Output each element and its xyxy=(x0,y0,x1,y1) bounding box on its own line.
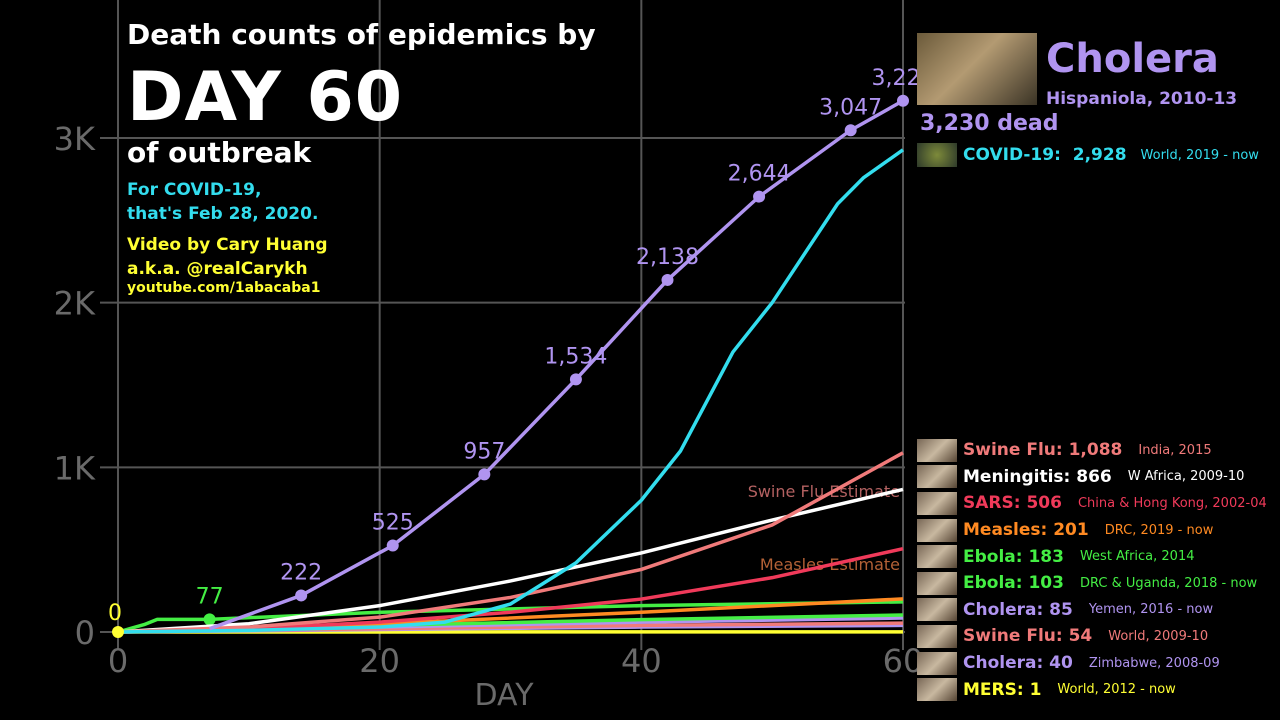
start-label: 0 xyxy=(108,601,122,626)
legend-name: Cholera: 40 xyxy=(963,653,1073,674)
legend-place: Zimbabwe, 2008-09 xyxy=(1088,655,1220,671)
legend-item: Swine Flu: 1,088 India, 2015 xyxy=(917,437,1267,464)
covid-note-line-2: that's Feb 28, 2020. xyxy=(127,204,319,224)
outbreak-label: of outbreak xyxy=(127,136,312,169)
series-line xyxy=(117,451,904,634)
legend-place: DRC & Uganda, 2018 - now xyxy=(1079,575,1258,591)
y-tick-label: 0 xyxy=(75,614,95,652)
credit-line-1: Video by Cary Huang xyxy=(127,235,328,255)
data-label: 957 xyxy=(463,439,505,464)
legend-place: World, 2012 - now xyxy=(1057,682,1176,698)
start-point xyxy=(112,626,124,638)
data-label: 77 xyxy=(196,584,224,609)
covid-legend-value: 2,928 xyxy=(1072,145,1127,165)
data-point xyxy=(753,190,766,203)
legend-thumbnail xyxy=(917,651,957,675)
legend-name: MERS: 1 xyxy=(963,679,1042,700)
series-line xyxy=(117,487,904,634)
data-label: 1,534 xyxy=(544,344,607,369)
data-label: 3,047 xyxy=(819,95,882,120)
legend-name: SARS: 506 xyxy=(963,493,1062,514)
data-label: 222 xyxy=(280,560,322,585)
legend-place: Yemen, 2016 - now xyxy=(1088,602,1214,618)
legend-place: W Africa, 2009-10 xyxy=(1127,469,1245,485)
featured-photo xyxy=(917,33,1037,105)
data-point xyxy=(386,539,399,552)
x-tick-label: 0 xyxy=(108,642,128,680)
series-line xyxy=(117,148,905,634)
legend-item: SARS: 506 China & Hong Kong, 2002-04 xyxy=(917,490,1267,517)
legend-name: Swine Flu: 54 xyxy=(963,626,1093,647)
x-tick-label: 40 xyxy=(621,642,662,680)
legend-name: Ebola: 103 xyxy=(963,573,1064,594)
data-point xyxy=(569,373,582,386)
data-point xyxy=(661,273,674,286)
credit-line-2: a.k.a. @realCarykh xyxy=(127,259,308,279)
legend-thumbnail xyxy=(917,624,957,648)
legend-place: China & Hong Kong, 2002-04 xyxy=(1077,495,1267,511)
covid-legend-row: COVID-19: 2,928 World, 2019 - now xyxy=(917,143,1259,167)
data-point xyxy=(203,613,216,626)
legend-name: Ebola: 183 xyxy=(963,546,1064,567)
legend-thumbnail xyxy=(917,491,957,515)
legend-item: Meningitis: 866 W Africa, 2009-10 xyxy=(917,464,1267,491)
covid-note-line-1: For COVID-19, xyxy=(127,180,262,200)
legend-item: Ebola: 103 DRC & Uganda, 2018 - now xyxy=(917,570,1267,597)
legend-thumbnail xyxy=(917,571,957,595)
legend-item: MERS: 1 World, 2012 - now xyxy=(917,676,1267,703)
legend-item: Cholera: 85 Yemen, 2016 - now xyxy=(917,597,1267,624)
legend-item: Swine Flu: 54 World, 2009-10 xyxy=(917,623,1267,650)
legend: Swine Flu: 1,088 India, 2015 Meningitis: 8… xyxy=(917,437,1267,703)
legend-name: Swine Flu: 1,088 xyxy=(963,440,1123,461)
featured-dead-count: 3,230 dead xyxy=(920,111,1059,136)
legend-thumbnail xyxy=(917,598,957,622)
x-tick-label: 60 xyxy=(883,642,924,680)
data-point xyxy=(844,124,857,137)
covid-note: For COVID-19, that's Feb 28, 2020. xyxy=(127,178,318,226)
x-tick-label: 20 xyxy=(359,642,400,680)
legend-thumbnail xyxy=(917,465,957,489)
credit: Video by Cary Huang a.k.a. @realCarykh xyxy=(127,233,328,281)
legend-thumbnail xyxy=(917,518,957,542)
legend-thumbnail xyxy=(917,678,957,702)
legend-name: Measles: 201 xyxy=(963,520,1089,541)
y-tick-label: 1K xyxy=(54,449,96,487)
covid-legend-place: World, 2019 - now xyxy=(1140,147,1259,163)
credit-url: youtube.com/1abacaba1 xyxy=(127,280,321,296)
legend-item: Ebola: 183 West Africa, 2014 xyxy=(917,543,1267,570)
legend-thumbnail xyxy=(917,438,957,462)
data-label: 525 xyxy=(372,511,414,536)
covid-legend-name: COVID-19: 2,928 xyxy=(963,145,1127,165)
chart-subtitle: Death counts of epidemics by xyxy=(127,18,596,51)
data-point xyxy=(897,94,909,107)
legend-item: Cholera: 40 Zimbabwe, 2008-09 xyxy=(917,650,1267,677)
legend-place: World, 2009-10 xyxy=(1108,628,1209,644)
legend-name: Meningitis: 866 xyxy=(963,466,1112,487)
legend-place: DRC, 2019 - now xyxy=(1104,522,1214,538)
legend-name: Cholera: 85 xyxy=(963,599,1073,620)
virus-icon xyxy=(917,143,957,167)
featured-place: Hispaniola, 2010-13 xyxy=(1046,89,1238,109)
y-tick-label: 2K xyxy=(54,285,96,323)
x-axis-label: DAY xyxy=(474,678,534,713)
legend-place: West Africa, 2014 xyxy=(1079,549,1195,565)
featured-title: Cholera xyxy=(1046,36,1219,82)
legend-thumbnail xyxy=(917,545,957,569)
data-label: 2,644 xyxy=(728,162,791,187)
legend-item: Measles: 201 DRC, 2019 - now xyxy=(917,517,1267,544)
data-point xyxy=(295,589,308,602)
data-label: 2,138 xyxy=(636,245,699,270)
y-tick-label: 3K xyxy=(54,120,96,158)
data-point xyxy=(478,468,491,481)
day-counter: DAY 60 xyxy=(127,58,404,137)
legend-place: India, 2015 xyxy=(1138,442,1212,458)
annotation-swine-flu-estimate: Swine Flu Estimate xyxy=(748,482,900,501)
